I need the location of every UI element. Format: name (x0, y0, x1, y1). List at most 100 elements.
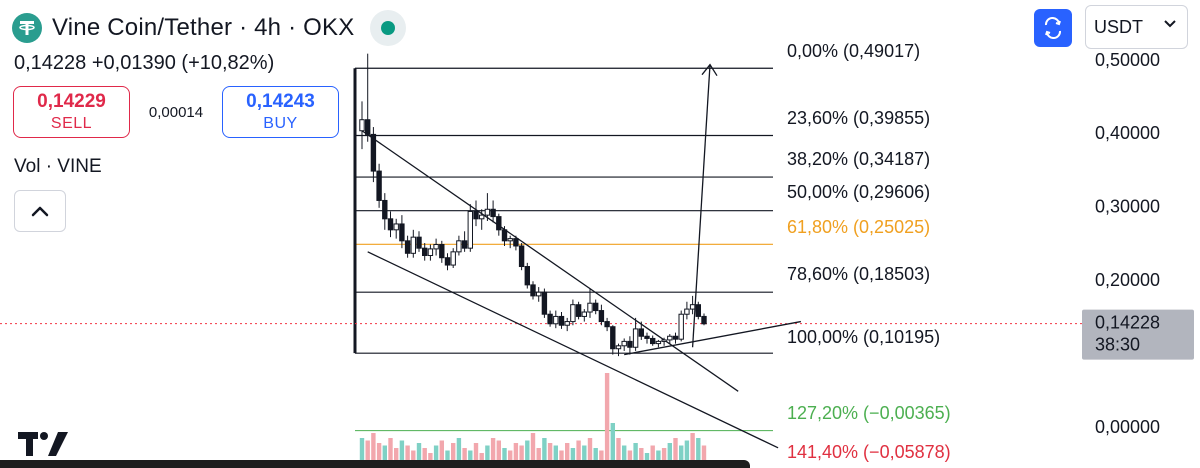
volume-bar (604, 373, 610, 468)
candle-body (496, 216, 502, 231)
volume-bar (439, 440, 444, 468)
target-arrow[interactable] (691, 64, 711, 348)
volume-bar (565, 443, 570, 468)
price-tag-countdown: 38:30 (1095, 334, 1140, 354)
volume-bar (445, 450, 450, 468)
volume-bar (639, 448, 644, 468)
candle-body (524, 266, 530, 286)
candle-body (404, 240, 411, 254)
last-price: 0,14228 (14, 52, 87, 74)
fib-label: 78,60% (0,18503) (787, 264, 930, 284)
candle-body (399, 223, 405, 242)
price-tag-box (1082, 309, 1194, 360)
breakout-support[interactable] (624, 320, 802, 356)
volume-bar (587, 438, 593, 468)
symbol-title: Vine Coin/Tether · 4h · OKX (52, 14, 355, 41)
candle-body (387, 218, 394, 231)
volume-bar (365, 440, 370, 468)
spread-value: 0,00014 (148, 104, 204, 121)
candlesticks (359, 53, 707, 357)
upper-trendline[interactable] (361, 130, 739, 392)
fibonacci-retracement[interactable]: 0,00% (0,49017) 23,60% (0,39855) 38,20% (0… (0, 41, 1082, 468)
candle-body (558, 315, 565, 326)
candle-body (695, 304, 701, 317)
candle-body (689, 304, 696, 310)
volume-bar (582, 445, 587, 468)
candle-body (365, 119, 371, 135)
candle-body (553, 315, 559, 325)
candle-body (627, 340, 633, 348)
axis-tick-label: 0,50000 (1095, 50, 1160, 70)
volume-bar (622, 445, 627, 468)
volume-bar (616, 438, 621, 468)
symbol-header[interactable]: Vine Coin/Tether · 4h · OKX (12, 10, 407, 46)
buy-button[interactable]: 0,14243 BUY (222, 86, 339, 138)
volume-bar (536, 448, 541, 468)
axis-tick-label: 0,30000 (1095, 197, 1160, 217)
candle-body (410, 236, 417, 254)
volume-bar (371, 433, 376, 468)
snapshot-button[interactable] (1034, 9, 1072, 47)
chevron-down-icon (1164, 20, 1176, 28)
volume-bar (547, 443, 553, 468)
collapse-legend-button[interactable] (14, 190, 66, 232)
candle-body (536, 291, 542, 297)
candle-body (513, 238, 519, 247)
price-summary: 0,14228 +0,01390 (+10,82%) (14, 52, 274, 75)
trendlines[interactable] (361, 63, 802, 449)
price-axis[interactable]: 0,50000 0,40000 0,30000 0,20000 0,00000 (1095, 50, 1160, 437)
volume-bar (490, 438, 496, 468)
volume-bar (485, 445, 490, 468)
market-status[interactable] (370, 10, 407, 46)
candle-body (575, 304, 582, 317)
volume-bar (673, 438, 678, 468)
volume-bars (359, 373, 707, 468)
volume-bar (661, 448, 667, 468)
candle-body (570, 304, 576, 323)
candle-body (370, 133, 377, 172)
volume-bar (656, 450, 661, 468)
candle-body (359, 119, 365, 132)
volume-bar (508, 450, 513, 468)
chevron-up-icon (31, 206, 49, 217)
sell-button[interactable]: 0,14229 SELL (13, 86, 130, 138)
candle-body (701, 315, 707, 325)
candle-body (655, 340, 662, 345)
lower-trendline[interactable] (367, 251, 779, 449)
sell-price: 0,14229 (37, 91, 106, 112)
candle-body (547, 313, 553, 325)
candle-body (661, 339, 667, 342)
volume-bar (513, 443, 519, 468)
volume-bar (679, 445, 684, 468)
candle-body (484, 208, 491, 216)
candle-body (416, 236, 422, 249)
volume-bar (542, 438, 547, 468)
axis-tick-label: 0,40000 (1095, 123, 1160, 143)
target-arrow-head (701, 63, 718, 77)
candle-body (507, 238, 513, 242)
fib-label: 38,20% (0,34187) (787, 149, 930, 169)
currency-select[interactable]: USDT (1085, 5, 1188, 49)
volume-bar (416, 443, 422, 468)
candle-body (598, 310, 605, 323)
volume-bar (701, 445, 707, 468)
tradingview-logo-icon[interactable] (18, 430, 70, 465)
candle-body (610, 326, 616, 350)
candle-body (427, 248, 434, 257)
candle-body (479, 214, 485, 220)
sell-label: SELL (50, 115, 93, 132)
axis-tick-label: 0,00000 (1095, 417, 1160, 437)
volume-bar (433, 445, 439, 468)
price-tag-value: 0,14228 (1095, 312, 1160, 332)
candle-body (490, 208, 496, 218)
volume-bar (684, 440, 690, 468)
volume-bar (462, 448, 467, 468)
candle-body (632, 328, 639, 348)
candle-body (456, 240, 462, 253)
volume-bar (502, 448, 507, 468)
axis-tick-label: 0,20000 (1095, 270, 1160, 290)
candle-body (615, 345, 622, 350)
volume-bar (525, 440, 530, 468)
